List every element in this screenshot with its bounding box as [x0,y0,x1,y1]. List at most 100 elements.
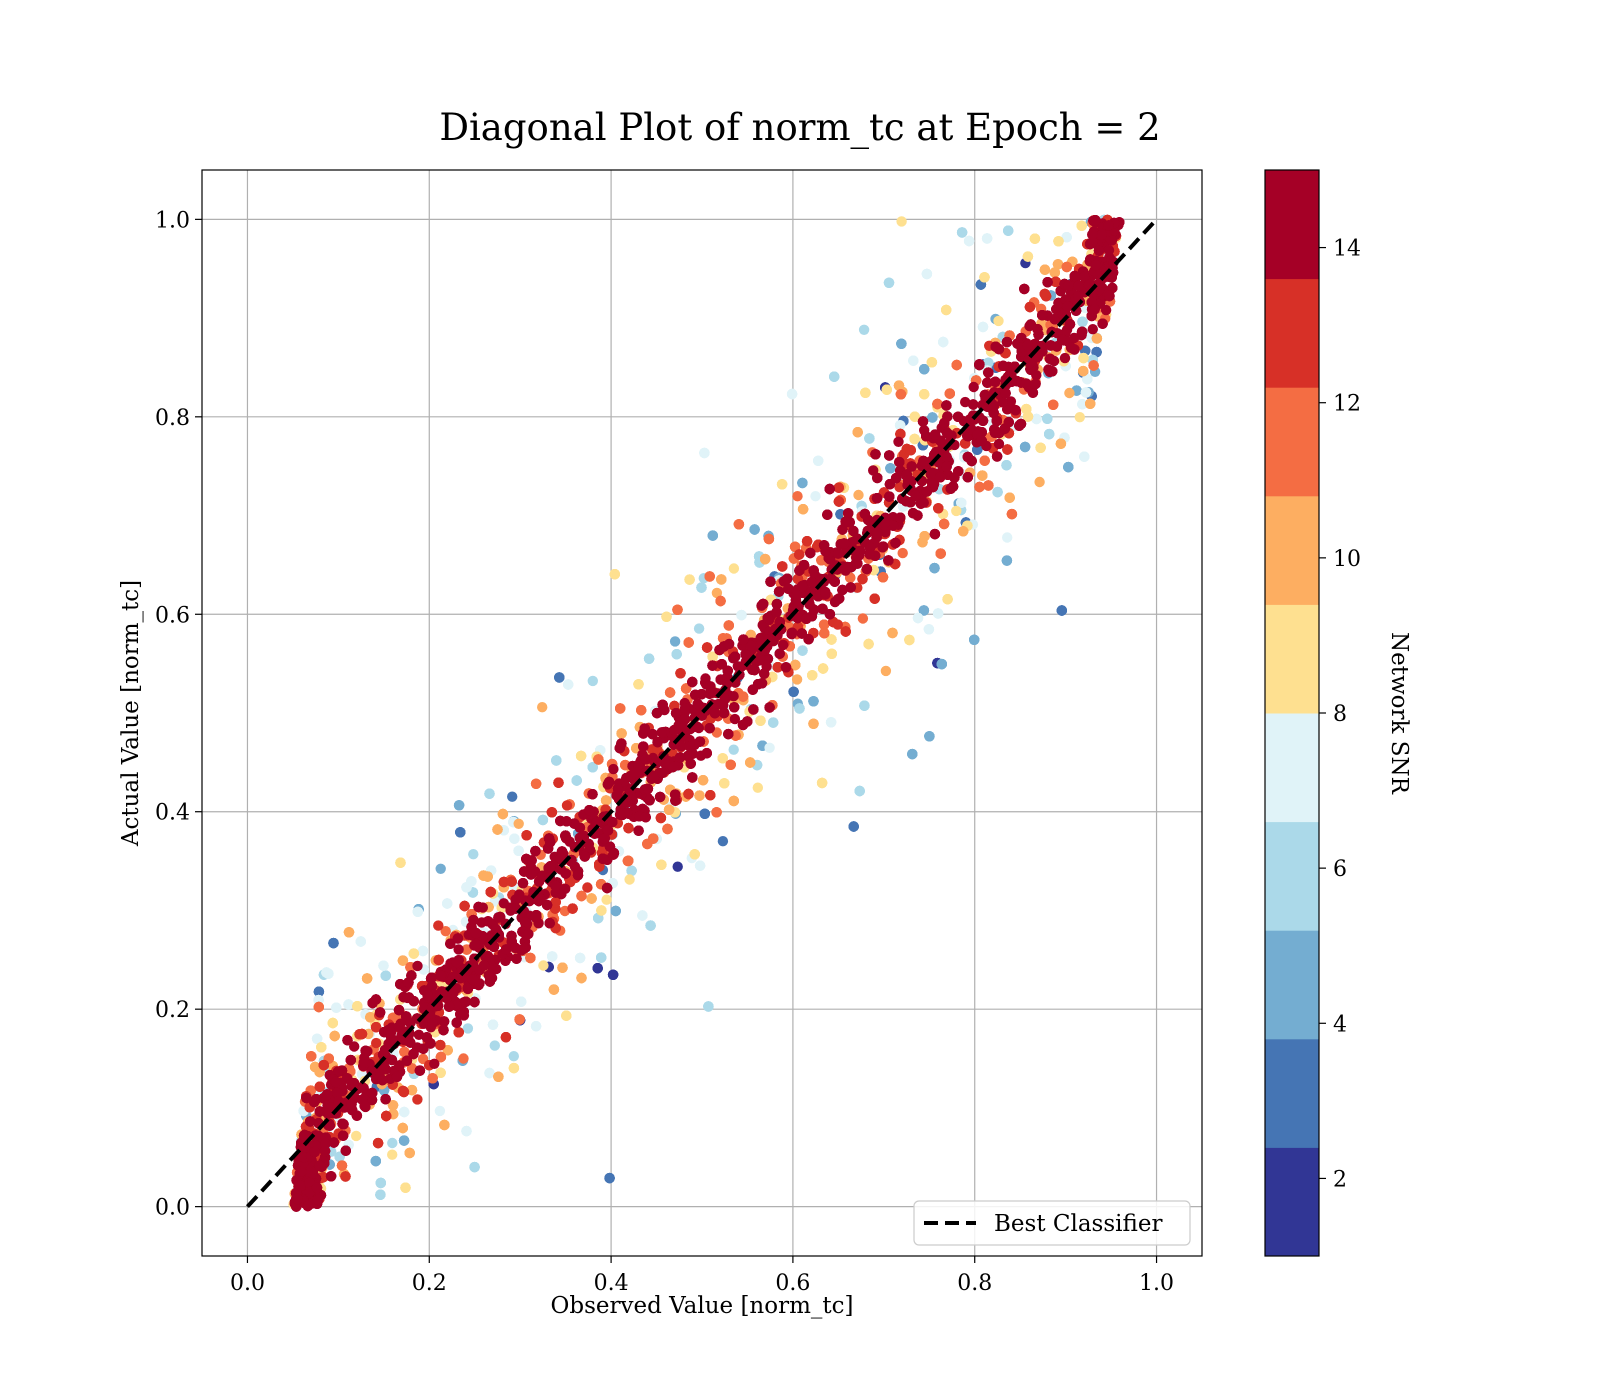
scatter-point [508,1051,519,1062]
scatter-point [453,800,465,811]
scatter-point [840,626,851,637]
scatter-point [826,648,837,659]
scatter-point [859,700,870,711]
scatter-point [626,865,637,876]
scatter-point [600,795,612,806]
scatter-point [992,486,1003,498]
scatter-point [1001,555,1013,566]
scatter-point [716,574,727,585]
scatter-point [1085,398,1096,409]
scatter-point [610,905,621,917]
scatter-point [506,876,517,887]
scatter-point [1003,225,1014,236]
scatter-point [683,788,694,800]
scatter-point [596,952,607,963]
scatter-point [643,653,655,664]
scatter-point [575,750,587,762]
scatter-point [398,1086,410,1098]
scatter-point [458,1053,469,1064]
scatter-point [705,790,716,801]
scatter-point [663,804,675,815]
scatter-point [656,859,667,870]
scatter-point [500,1032,512,1043]
scatter-point [636,705,647,716]
scatter-point [311,1033,323,1045]
scatter-point [697,775,709,786]
scatter-point [794,703,805,714]
scatter-point [832,619,843,630]
scatter-point [711,807,722,818]
scatter-point [977,470,988,481]
scatter-point [521,830,532,841]
scatter-point [1022,251,1034,262]
scatter-point [672,861,683,872]
scatter-point [412,1094,423,1105]
scatter-point [406,1084,418,1096]
scatter-point [461,1125,472,1137]
scatter-point [921,268,933,280]
scatter-point [924,731,935,742]
scatter-point [669,636,681,647]
scatter-point [434,1105,446,1117]
scatter-point [707,530,718,541]
scatter-point [944,388,955,399]
scatter-point [822,509,833,520]
scatter-point [933,503,944,514]
scatter-point [378,960,389,971]
scatter-point [760,553,771,565]
scatter-point [435,863,446,874]
scatter-point [381,1110,392,1122]
scatter-point [493,1071,504,1083]
scatter-point [661,611,672,622]
scatter-point [412,906,423,917]
scatter-point [313,986,325,997]
scatter-point [546,807,558,818]
scatter-point [932,608,944,619]
scatter-point [704,571,715,582]
scatter-point [1031,413,1042,425]
scatter-point [482,871,493,882]
scatter-point [331,1002,342,1013]
scatter-point [593,754,604,765]
scatter-point [923,624,935,635]
scatter-point [983,357,994,368]
scatter-point [1001,460,1012,471]
chart-title: Diagonal Plot of norm_tc at Epoch = 2 [439,106,1160,150]
scatter-point [609,569,620,580]
scatter-point [1061,261,1073,273]
scatter-point [926,357,938,368]
scatter-point [816,777,828,789]
plot-area: 0.0 0.2 0.4 0.6 0.8 1.0 0.00.20.40.60.81.0 [155,169,1203,1296]
scatter-point [1022,411,1034,422]
scatter-point [1091,333,1103,344]
scatter-point [561,1010,572,1021]
scatter-point [701,642,713,653]
scatter-point [355,936,366,947]
scatter-point [893,380,905,391]
scatter-point [604,1172,615,1184]
scatter-point [776,479,788,490]
scatter-point [853,489,864,501]
scatter-point [860,387,871,398]
scatter-point [896,216,907,227]
scatter-point [684,574,695,585]
scatter-point [719,778,730,789]
scatter-point [707,651,718,662]
scatter-point [530,1020,542,1032]
scatter-point [1061,232,1072,243]
scatter-point [864,433,875,444]
scatter-point [489,1040,500,1051]
scatter-point [557,962,568,973]
scatter-point [927,412,938,423]
scatter-point [725,759,736,770]
scatter-point [370,1021,382,1033]
scatter-point [790,659,801,671]
scatter-point [328,937,339,949]
scatter-point [983,480,994,491]
scatter-point [433,954,444,966]
scatter-point [492,824,503,835]
scatter-point [370,1155,381,1167]
scatter-point [883,277,895,288]
scatter-point [909,433,920,445]
scatter-point [786,388,798,400]
